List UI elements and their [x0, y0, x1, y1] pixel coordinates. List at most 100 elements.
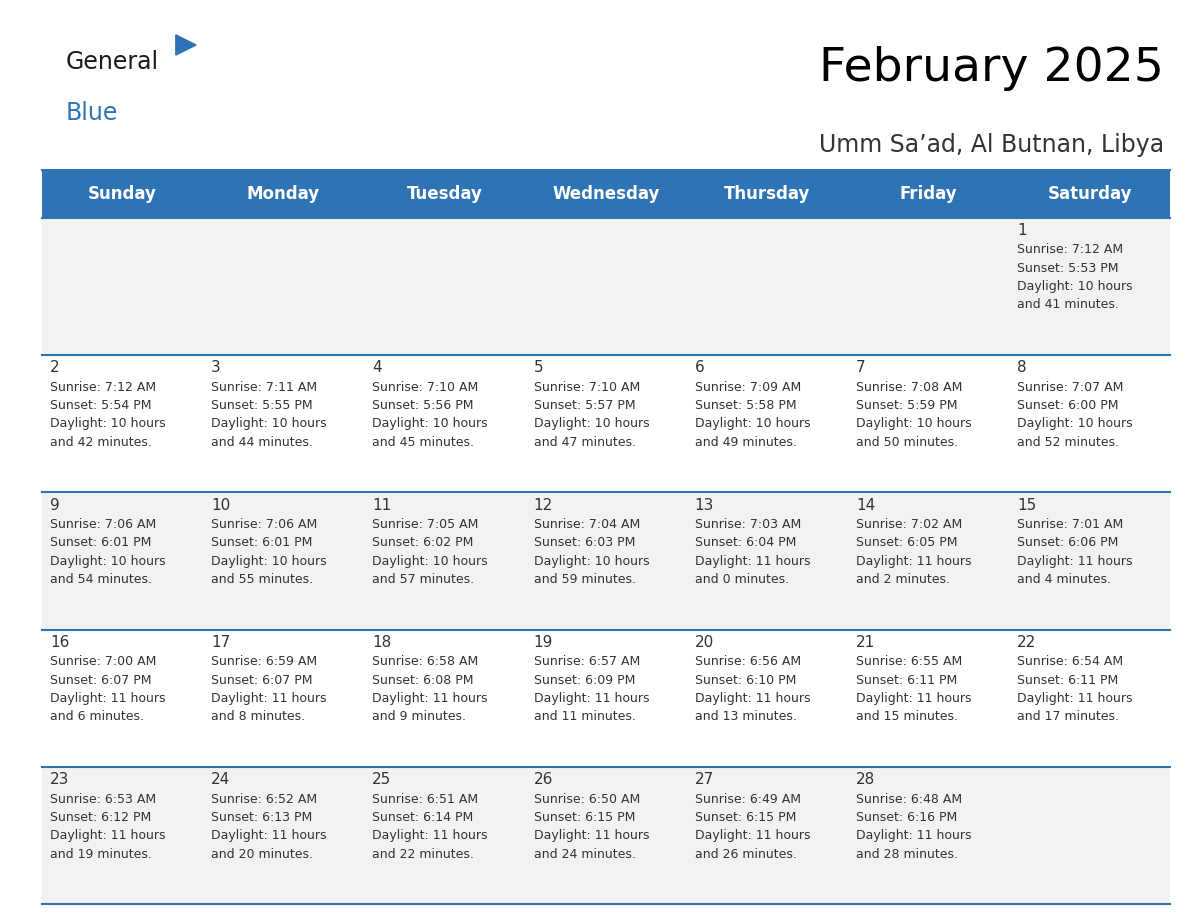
Text: Sunrise: 7:12 AM: Sunrise: 7:12 AM: [1017, 243, 1124, 256]
Text: Daylight: 11 hours: Daylight: 11 hours: [857, 829, 972, 843]
Text: Sunrise: 7:06 AM: Sunrise: 7:06 AM: [50, 518, 156, 531]
Text: Daylight: 10 hours: Daylight: 10 hours: [1017, 280, 1133, 293]
Text: Umm Sa’ad, Al Butnan, Libya: Umm Sa’ad, Al Butnan, Libya: [819, 133, 1164, 157]
Text: Sunrise: 7:12 AM: Sunrise: 7:12 AM: [50, 381, 156, 394]
Text: and 17 minutes.: and 17 minutes.: [1017, 711, 1119, 723]
Text: Sunset: 5:53 PM: Sunset: 5:53 PM: [1017, 262, 1119, 274]
Text: Daylight: 11 hours: Daylight: 11 hours: [372, 829, 488, 843]
Text: Sunset: 6:07 PM: Sunset: 6:07 PM: [211, 674, 312, 687]
Text: and 45 minutes.: and 45 minutes.: [372, 436, 474, 449]
Text: Daylight: 11 hours: Daylight: 11 hours: [695, 829, 810, 843]
Text: 25: 25: [372, 772, 392, 788]
Text: Sunset: 6:06 PM: Sunset: 6:06 PM: [1017, 536, 1119, 549]
Text: and 2 minutes.: and 2 minutes.: [857, 573, 950, 586]
Text: 12: 12: [533, 498, 552, 513]
Text: and 28 minutes.: and 28 minutes.: [857, 847, 958, 861]
Text: Sunset: 6:10 PM: Sunset: 6:10 PM: [695, 674, 796, 687]
Text: and 26 minutes.: and 26 minutes.: [695, 847, 797, 861]
Text: and 20 minutes.: and 20 minutes.: [211, 847, 314, 861]
Text: Sunset: 6:12 PM: Sunset: 6:12 PM: [50, 811, 151, 824]
Text: and 8 minutes.: and 8 minutes.: [211, 711, 305, 723]
Text: February 2025: February 2025: [820, 46, 1164, 91]
Text: Daylight: 10 hours: Daylight: 10 hours: [533, 554, 649, 567]
Text: 10: 10: [211, 498, 230, 513]
Text: 27: 27: [695, 772, 714, 788]
Text: Sunday: Sunday: [88, 185, 157, 203]
Text: Sunrise: 6:48 AM: Sunrise: 6:48 AM: [857, 792, 962, 806]
Text: Daylight: 11 hours: Daylight: 11 hours: [695, 692, 810, 705]
Text: Daylight: 11 hours: Daylight: 11 hours: [695, 554, 810, 567]
Text: Daylight: 11 hours: Daylight: 11 hours: [50, 829, 165, 843]
Text: Wednesday: Wednesday: [552, 185, 659, 203]
Text: and 44 minutes.: and 44 minutes.: [211, 436, 312, 449]
Text: and 52 minutes.: and 52 minutes.: [1017, 436, 1119, 449]
Text: Sunset: 6:11 PM: Sunset: 6:11 PM: [857, 674, 958, 687]
Text: 20: 20: [695, 635, 714, 650]
Text: and 59 minutes.: and 59 minutes.: [533, 573, 636, 586]
Text: Sunrise: 7:03 AM: Sunrise: 7:03 AM: [695, 518, 801, 531]
Text: and 41 minutes.: and 41 minutes.: [1017, 298, 1119, 311]
Text: 15: 15: [1017, 498, 1036, 513]
Text: Sunset: 6:01 PM: Sunset: 6:01 PM: [211, 536, 312, 549]
Text: Daylight: 11 hours: Daylight: 11 hours: [372, 692, 488, 705]
Text: and 49 minutes.: and 49 minutes.: [695, 436, 797, 449]
Text: 22: 22: [1017, 635, 1036, 650]
Text: Sunset: 6:11 PM: Sunset: 6:11 PM: [1017, 674, 1119, 687]
Text: Sunrise: 7:11 AM: Sunrise: 7:11 AM: [211, 381, 317, 394]
Text: Daylight: 11 hours: Daylight: 11 hours: [211, 692, 327, 705]
Text: Sunrise: 7:02 AM: Sunrise: 7:02 AM: [857, 518, 962, 531]
Text: Sunset: 5:57 PM: Sunset: 5:57 PM: [533, 399, 636, 412]
Text: and 55 minutes.: and 55 minutes.: [211, 573, 314, 586]
Text: Tuesday: Tuesday: [406, 185, 482, 203]
Text: Sunset: 5:56 PM: Sunset: 5:56 PM: [372, 399, 474, 412]
Text: Daylight: 11 hours: Daylight: 11 hours: [1017, 554, 1133, 567]
Text: Saturday: Saturday: [1048, 185, 1132, 203]
Text: 24: 24: [211, 772, 230, 788]
Text: Sunset: 6:02 PM: Sunset: 6:02 PM: [372, 536, 474, 549]
Text: 1: 1: [1017, 223, 1026, 238]
Text: Daylight: 10 hours: Daylight: 10 hours: [50, 554, 165, 567]
Text: Sunset: 6:01 PM: Sunset: 6:01 PM: [50, 536, 151, 549]
Text: Daylight: 10 hours: Daylight: 10 hours: [211, 554, 327, 567]
Text: Sunset: 6:00 PM: Sunset: 6:00 PM: [1017, 399, 1119, 412]
Text: 11: 11: [372, 498, 392, 513]
Text: Friday: Friday: [899, 185, 958, 203]
Text: Daylight: 10 hours: Daylight: 10 hours: [1017, 418, 1133, 431]
Text: and 6 minutes.: and 6 minutes.: [50, 711, 144, 723]
Text: Sunrise: 6:56 AM: Sunrise: 6:56 AM: [695, 655, 801, 668]
Text: Monday: Monday: [247, 185, 320, 203]
Text: and 24 minutes.: and 24 minutes.: [533, 847, 636, 861]
Text: Sunset: 6:05 PM: Sunset: 6:05 PM: [857, 536, 958, 549]
Text: and 47 minutes.: and 47 minutes.: [533, 436, 636, 449]
Text: Sunrise: 7:08 AM: Sunrise: 7:08 AM: [857, 381, 962, 394]
Text: and 13 minutes.: and 13 minutes.: [695, 711, 797, 723]
Text: Sunrise: 7:06 AM: Sunrise: 7:06 AM: [211, 518, 317, 531]
Text: Daylight: 11 hours: Daylight: 11 hours: [50, 692, 165, 705]
Text: General: General: [65, 50, 158, 74]
Text: Sunset: 6:04 PM: Sunset: 6:04 PM: [695, 536, 796, 549]
Text: Daylight: 11 hours: Daylight: 11 hours: [533, 692, 649, 705]
Text: Sunrise: 7:01 AM: Sunrise: 7:01 AM: [1017, 518, 1124, 531]
Text: and 22 minutes.: and 22 minutes.: [372, 847, 474, 861]
Text: 21: 21: [857, 635, 876, 650]
Text: 6: 6: [695, 361, 704, 375]
Text: Sunset: 6:07 PM: Sunset: 6:07 PM: [50, 674, 151, 687]
Text: and 11 minutes.: and 11 minutes.: [533, 711, 636, 723]
Text: Sunset: 5:54 PM: Sunset: 5:54 PM: [50, 399, 151, 412]
Text: Daylight: 11 hours: Daylight: 11 hours: [1017, 692, 1133, 705]
Text: 8: 8: [1017, 361, 1026, 375]
Text: Sunset: 6:15 PM: Sunset: 6:15 PM: [533, 811, 634, 824]
Text: 19: 19: [533, 635, 552, 650]
Text: Sunrise: 6:54 AM: Sunrise: 6:54 AM: [1017, 655, 1124, 668]
Text: Sunrise: 7:04 AM: Sunrise: 7:04 AM: [533, 518, 640, 531]
Text: and 54 minutes.: and 54 minutes.: [50, 573, 152, 586]
Text: 4: 4: [372, 361, 383, 375]
Text: Daylight: 10 hours: Daylight: 10 hours: [533, 418, 649, 431]
Text: Thursday: Thursday: [723, 185, 810, 203]
Text: 9: 9: [50, 498, 59, 513]
Text: Daylight: 10 hours: Daylight: 10 hours: [695, 418, 810, 431]
Text: and 50 minutes.: and 50 minutes.: [857, 436, 959, 449]
Text: 7: 7: [857, 361, 866, 375]
Text: Daylight: 11 hours: Daylight: 11 hours: [533, 829, 649, 843]
Text: and 0 minutes.: and 0 minutes.: [695, 573, 789, 586]
